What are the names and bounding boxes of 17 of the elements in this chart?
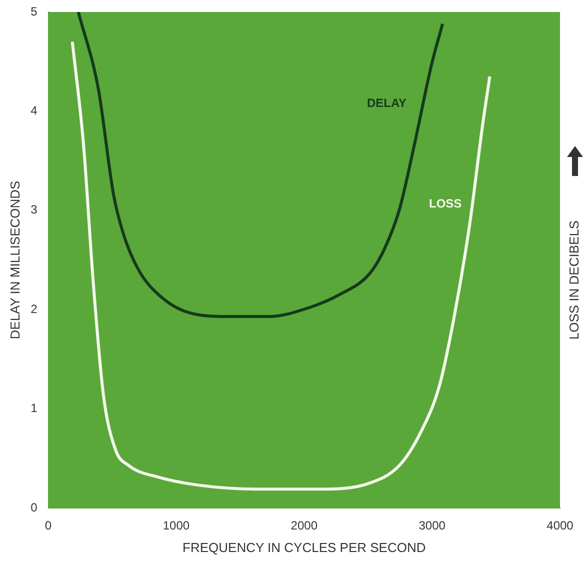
line-series bbox=[70, 40, 492, 491]
series-label: DELAY bbox=[366, 96, 407, 110]
x-tick-label: 2000 bbox=[290, 518, 318, 533]
y-axis-title: DELAY IN MILLISECONDS bbox=[7, 180, 22, 340]
y-tick-label: 1 bbox=[30, 401, 38, 416]
x-tick-label: 4000 bbox=[546, 518, 574, 533]
y-tick-label: 2 bbox=[30, 302, 38, 316]
y-tick-label: 3 bbox=[30, 202, 38, 217]
x-tick-label: 0 bbox=[44, 518, 52, 533]
x-tick-label: 3000 bbox=[418, 518, 446, 533]
y-tick-label: 5 bbox=[30, 4, 38, 18]
y-tick-label: 4 bbox=[30, 104, 38, 118]
y2-axis-title: LOSS IN DECIBELS bbox=[566, 220, 582, 340]
y-tick-label: 0 bbox=[30, 500, 38, 514]
x-axis-title: FREQUENCY IN CYCLES PER SECOND bbox=[182, 540, 426, 555]
x-tick-label: 1000 bbox=[162, 518, 190, 533]
series-label: LOSS bbox=[429, 196, 462, 211]
